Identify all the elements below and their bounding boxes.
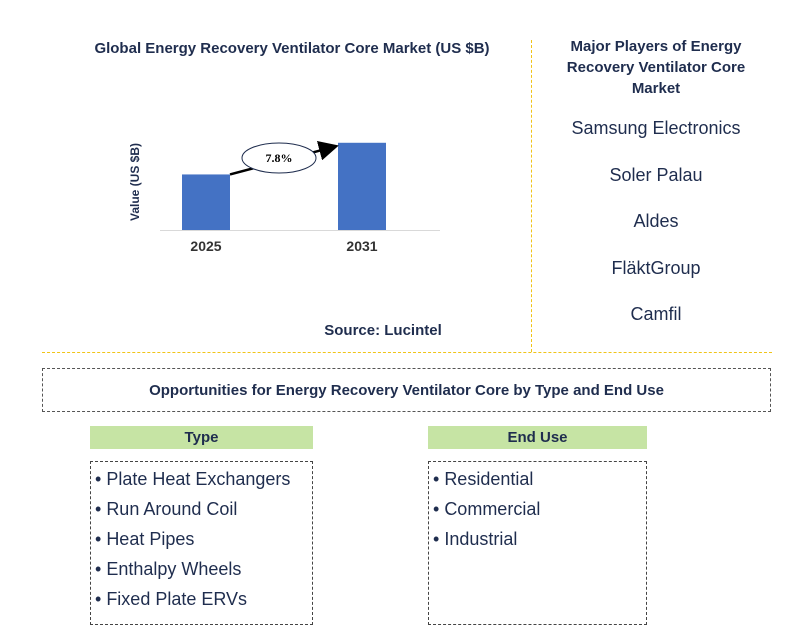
vertical-divider <box>531 40 532 352</box>
x-tick-label: 2031 <box>346 238 377 254</box>
bar-chart: Value (US $B) 2025 2031 7.8% <box>128 140 440 254</box>
type-item: Run Around Coil <box>95 494 312 524</box>
end-use-box: Residential Commercial Industrial <box>428 461 647 625</box>
chart-title: Global Energy Recovery Ventilator Core M… <box>94 40 490 57</box>
y-axis-label: Value (US $B) <box>128 143 142 221</box>
type-item: Plate Heat Exchangers <box>95 464 312 494</box>
type-item: Enthalpy Wheels <box>95 554 312 584</box>
cagr-ellipse <box>241 142 317 174</box>
player-item: Camfil <box>630 304 682 324</box>
player-item: Samsung Electronics <box>571 118 741 138</box>
player-item: FläktGroup <box>611 257 701 278</box>
type-list: Plate Heat Exchangers Run Around Coil He… <box>95 464 312 614</box>
end-use-list: Residential Commercial Industrial <box>433 464 646 554</box>
chart-source: Source: Lucintel <box>324 322 442 339</box>
bar-2031 <box>338 142 386 230</box>
bar-2025 <box>182 174 230 230</box>
players-title: Major Players of Energy Recovery Ventila… <box>566 38 746 97</box>
end-use-item: Industrial <box>433 524 646 554</box>
opportunities-title-text: Opportunities for Energy Recovery Ventil… <box>149 381 664 399</box>
type-header: Type <box>90 426 313 449</box>
type-item: Heat Pipes <box>95 524 312 554</box>
players-list: Samsung Electronics Soler Palau Aldes Fl… <box>548 117 764 350</box>
end-use-item: Commercial <box>433 494 646 524</box>
horizontal-divider <box>42 352 772 353</box>
x-tick-label: 2025 <box>190 238 221 254</box>
opportunities-title: Opportunities for Energy Recovery Ventil… <box>42 368 771 412</box>
end-use-header: End Use <box>428 426 647 449</box>
type-item: Fixed Plate ERVs <box>95 584 312 614</box>
player-item: Aldes <box>633 211 679 231</box>
player-item: Soler Palau <box>609 164 703 185</box>
end-use-item: Residential <box>433 464 646 494</box>
cagr-label: 7.8% <box>266 151 293 165</box>
type-box: Plate Heat Exchangers Run Around Coil He… <box>90 461 313 625</box>
